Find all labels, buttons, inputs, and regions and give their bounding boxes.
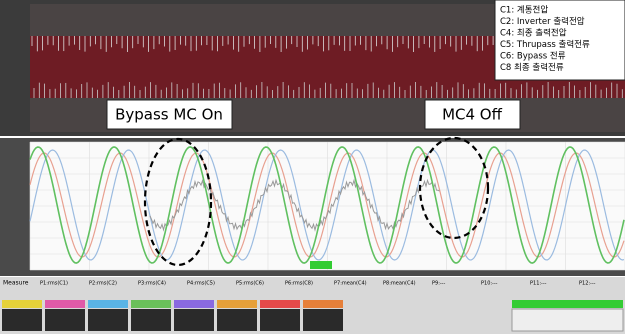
measure-param: P3:rms(C4): [138, 281, 166, 287]
channel-readout: [303, 309, 343, 331]
measure-param: P6:rms(C8): [285, 281, 313, 287]
legend-entry: C2: Inverter 출력전압: [500, 16, 585, 27]
measure-param: P1:rms(C1): [40, 281, 68, 287]
channel-chip: [45, 300, 85, 308]
measure-param: P11:---: [530, 281, 547, 287]
measure-param: P2:rms(C2): [89, 281, 117, 287]
channel-chip: [260, 300, 300, 308]
annotation: Bypass MC On: [115, 106, 223, 124]
channel-chip: [174, 300, 214, 308]
channel-chip: [88, 300, 128, 308]
legend-entry: C4: 최종 출력전압: [500, 28, 567, 39]
measure-param: P7:mean(C4): [334, 281, 367, 287]
channel-readout: [45, 309, 85, 331]
legend-entry: C1: 계통전압: [500, 5, 548, 16]
annotation: MC4 Off: [442, 106, 503, 124]
trigger-marker: [310, 261, 332, 269]
channel-chip: [131, 300, 171, 308]
measure-param: P4:rms(C5): [187, 281, 215, 287]
measure-param: P12:---: [579, 281, 596, 287]
measure-param: P9:---: [432, 281, 445, 287]
measure-param: P8:mean(C4): [383, 281, 416, 287]
channel-readout: [131, 309, 171, 331]
channel-readout: [174, 309, 214, 331]
channel-chips: [2, 300, 623, 331]
measure-param: P10:---: [481, 281, 498, 287]
legend-entry: C5: Thrupass 출력전류: [500, 39, 590, 50]
channel-readout: [260, 309, 300, 331]
timebase-readout: [512, 309, 623, 331]
measure-param: P5:rms(C6): [236, 281, 264, 287]
channel-chip: [303, 300, 343, 308]
legend-entry: C6: Bypass 전류: [500, 51, 566, 62]
page: Bypass MC On MC4 Off C1: 계통전압C2: Inverte…: [0, 0, 625, 334]
channel-readout: [217, 309, 257, 331]
channel-chip: [217, 300, 257, 308]
legend-entry: C8 최종 출력전류: [500, 62, 564, 73]
channel-readout: [2, 309, 42, 331]
timebase-chip: [512, 300, 623, 308]
channel-readout: [88, 309, 128, 331]
channel-chip: [2, 300, 42, 308]
measure-title: Measure: [3, 280, 29, 287]
oscilloscope-screen: Bypass MC On MC4 Off C1: 계통전압C2: Inverte…: [0, 0, 625, 334]
